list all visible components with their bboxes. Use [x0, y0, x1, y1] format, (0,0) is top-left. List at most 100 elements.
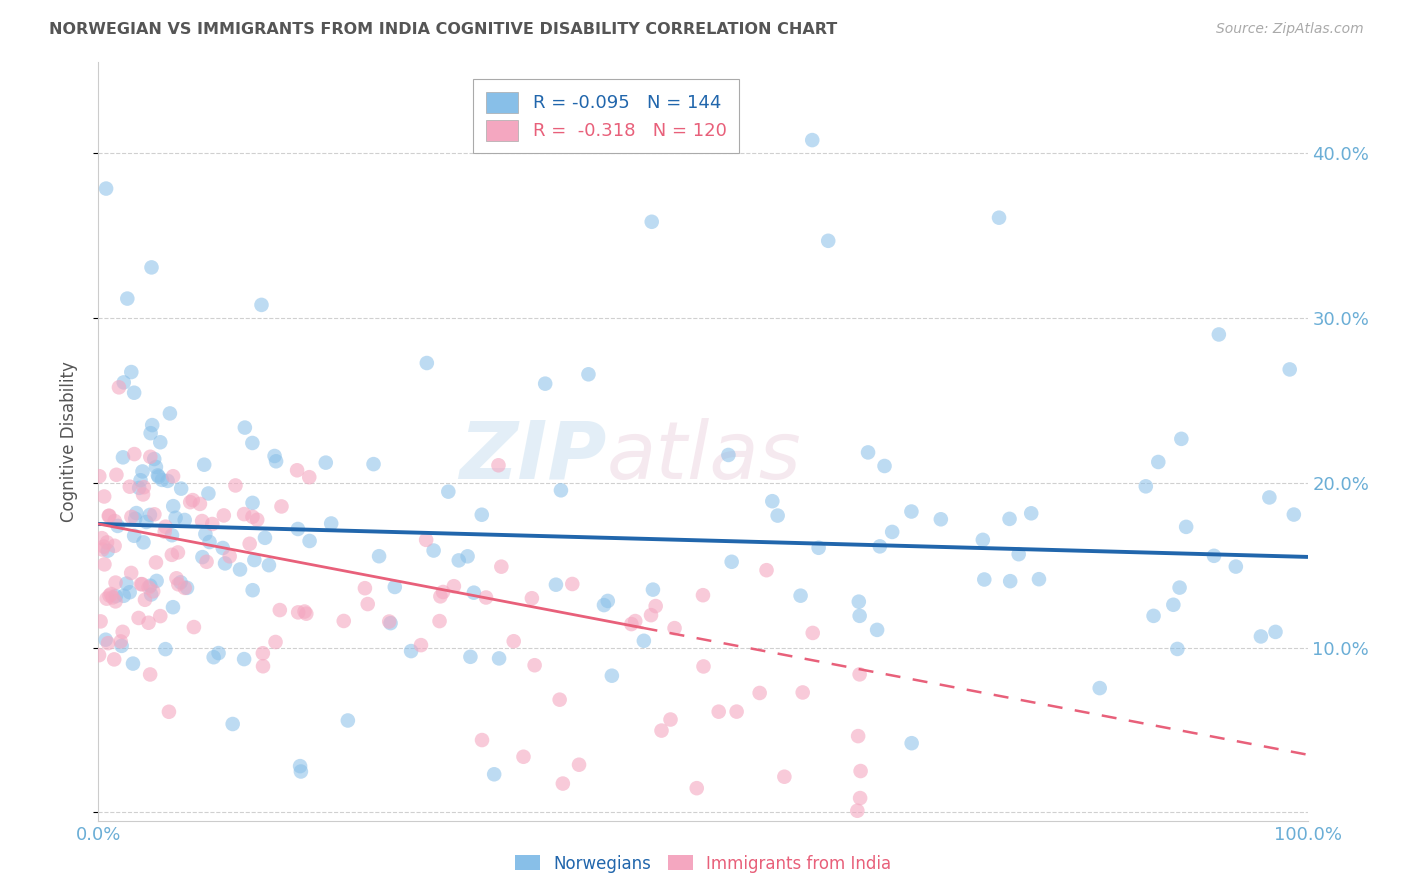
Point: [415, 533, 437, 547]
Point: [288, 759, 311, 773]
Point: [145, 556, 167, 570]
Point: [134, 592, 156, 607]
Point: [644, 599, 666, 613]
Point: [988, 211, 1011, 225]
Point: [169, 575, 191, 590]
Point: [160, 528, 183, 542]
Point: [94, 632, 117, 647]
Point: [240, 436, 263, 450]
Point: [437, 484, 460, 499]
Point: [120, 509, 142, 524]
Point: [128, 481, 150, 495]
Point: [900, 504, 922, 518]
Point: [1019, 506, 1042, 520]
Point: [129, 577, 152, 591]
Text: NORWEGIAN VS IMMIGRANTS FROM INDIA COGNITIVE DISABILITY CORRELATION CHART: NORWEGIAN VS IMMIGRANTS FROM INDIA COGNI…: [49, 22, 838, 37]
Point: [972, 533, 994, 547]
Point: [118, 480, 141, 494]
Point: [167, 545, 190, 559]
Point: [252, 659, 274, 673]
Point: [578, 368, 600, 382]
Point: [1008, 547, 1031, 561]
Point: [1088, 681, 1111, 695]
Point: [107, 519, 129, 533]
Point: [1170, 432, 1192, 446]
Point: [1142, 608, 1164, 623]
Point: [195, 555, 218, 569]
Point: [789, 589, 811, 603]
Point: [162, 600, 184, 615]
Point: [198, 535, 221, 549]
Point: [124, 512, 146, 526]
Point: [160, 548, 183, 562]
Point: [176, 581, 198, 595]
Point: [692, 659, 714, 673]
Point: [294, 605, 316, 619]
Point: [93, 490, 115, 504]
Point: [761, 494, 783, 508]
Point: [520, 591, 543, 606]
Point: [89, 469, 111, 483]
Point: [139, 667, 162, 681]
Point: [183, 620, 205, 634]
Point: [90, 531, 112, 545]
Point: [142, 584, 165, 599]
Point: [139, 579, 162, 593]
Point: [156, 474, 179, 488]
Point: [131, 465, 153, 479]
Point: [848, 667, 870, 681]
Point: [101, 591, 124, 605]
Point: [287, 606, 309, 620]
Point: [125, 506, 148, 520]
Point: [380, 616, 402, 631]
Point: [801, 133, 824, 147]
Point: [290, 764, 312, 779]
Point: [149, 435, 172, 450]
Point: [120, 365, 142, 379]
Point: [1264, 624, 1286, 639]
Point: [162, 469, 184, 483]
Point: [148, 469, 170, 483]
Point: [593, 598, 616, 612]
Point: [755, 563, 778, 577]
Point: [191, 514, 214, 528]
Point: [257, 558, 280, 573]
Point: [97, 543, 120, 558]
Point: [523, 658, 546, 673]
Point: [253, 531, 276, 545]
Point: [568, 757, 591, 772]
Point: [135, 515, 157, 529]
Point: [104, 514, 127, 528]
Point: [792, 685, 814, 699]
Point: [332, 614, 354, 628]
Point: [141, 587, 163, 601]
Point: [104, 539, 127, 553]
Point: [138, 581, 160, 595]
Point: [93, 540, 115, 554]
Point: [87, 648, 110, 662]
Point: [801, 626, 824, 640]
Point: [650, 723, 672, 738]
Point: [900, 736, 922, 750]
Point: [117, 292, 139, 306]
Point: [197, 486, 219, 500]
Point: [488, 458, 510, 473]
Point: [633, 633, 655, 648]
Point: [145, 574, 167, 588]
Point: [143, 508, 166, 522]
Point: [150, 473, 173, 487]
Point: [246, 513, 269, 527]
Point: [534, 376, 557, 391]
Point: [849, 764, 872, 778]
Text: Source: ZipAtlas.com: Source: ZipAtlas.com: [1216, 22, 1364, 37]
Point: [270, 500, 292, 514]
Point: [866, 623, 889, 637]
Point: [145, 459, 167, 474]
Point: [239, 537, 262, 551]
Point: [998, 574, 1021, 589]
Point: [252, 646, 274, 660]
Point: [429, 590, 451, 604]
Point: [807, 541, 830, 555]
Point: [110, 634, 132, 648]
Point: [104, 575, 127, 590]
